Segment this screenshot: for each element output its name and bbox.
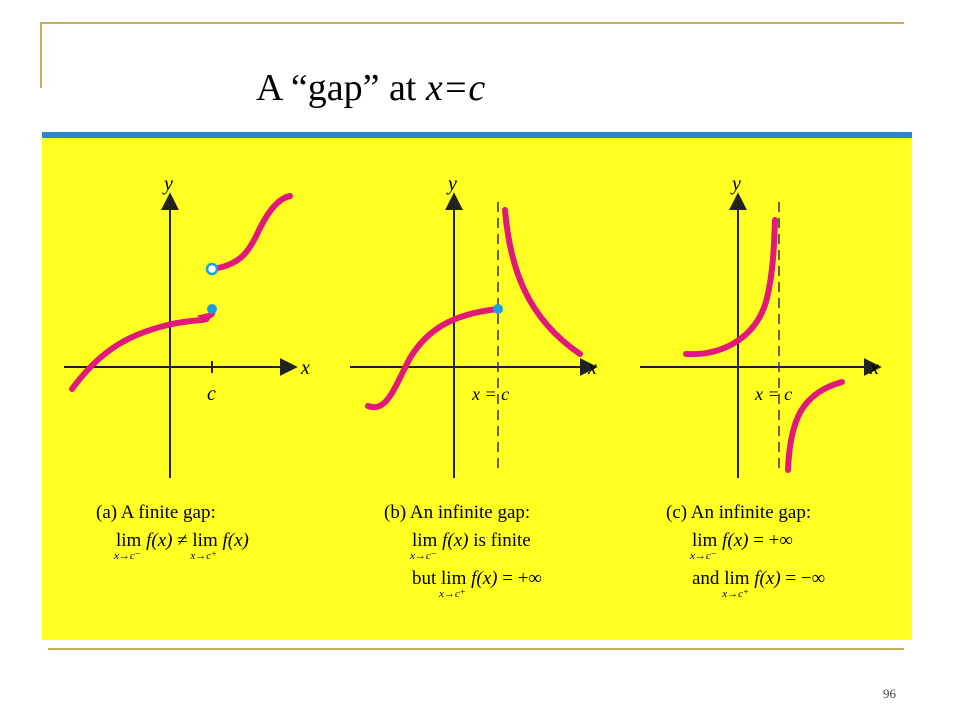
caption-c-right-value: = −∞ [785, 568, 826, 589]
caption-a-lim-left: lim x→c⁻ [114, 530, 142, 562]
caption-a-fx-right: f(x) [222, 530, 249, 551]
caption-c-left-value: = +∞ [753, 530, 793, 551]
graph-a-tick-label: c [207, 383, 216, 405]
caption-b-line1: (b) An infinite gap: [384, 502, 531, 523]
title-variable: x=c [425, 67, 486, 109]
graph-a-right-branch [215, 193, 293, 271]
caption-a-fx-left: f(x) [146, 530, 173, 551]
graph-b: x y x = c [350, 173, 598, 478]
caption-b-lim-right: lim x→c⁺ [439, 568, 467, 600]
title-prefix: A “gap” at [256, 67, 426, 109]
caption-b-right-sub: x→c⁺ [439, 588, 466, 600]
caption-a-left-sub: x→c⁻ [114, 550, 141, 562]
graph-a-open-point [205, 262, 219, 276]
caption-c-line2: lim x→c⁻ f(x) = +∞ [690, 530, 793, 562]
caption-c-lim-left: lim x→c⁻ [690, 530, 718, 562]
frame-line-left [40, 22, 42, 88]
caption-a-line2: lim x→c⁻ f(x) ≠ lim x→c⁺ f(x) [114, 530, 249, 562]
graph-b-left-branch [365, 306, 501, 411]
graph-b-x-label: x [587, 357, 597, 379]
graph-b-closed-point [493, 304, 503, 314]
graph-c-left-branch [683, 217, 778, 358]
caption-c-line3: and lim x→c⁺ f(x) = −∞ [692, 568, 826, 600]
graph-b-tick-label: x = c [471, 384, 509, 404]
gap-diagrams: x y c x y x = c x y x = c [64, 173, 882, 478]
caption-b-left-sub: x→c⁻ [410, 550, 437, 562]
figure-panel: x y c x y x = c x y x = c [42, 132, 912, 640]
caption-b-fx-left: f(x) [442, 530, 469, 551]
frame-line-top [40, 22, 904, 24]
caption-c-right-sub: x→c⁺ [722, 588, 749, 600]
graph-b-y-label: y [446, 173, 457, 195]
caption-c-line1: (c) An infinite gap: [666, 502, 812, 523]
caption-b-line2: lim x→c⁻ f(x) is finite [410, 530, 531, 562]
graph-c-right-branch [785, 379, 845, 473]
graph-a-y-label: y [162, 173, 173, 195]
page-number: 96 [883, 686, 896, 701]
caption-c-fx-right: f(x) [754, 568, 781, 589]
graph-c-x-label: x [869, 357, 879, 379]
graph-a-left-branch [69, 306, 216, 392]
graph-a: x y c [64, 173, 310, 478]
caption-a-lim-right: lim x→c⁺ [190, 530, 218, 562]
slide-title: A “gap” at x=c [256, 66, 485, 110]
caption-c-and: and [692, 568, 720, 589]
caption-a-line1: (a) A finite gap: [96, 502, 216, 523]
graph-b-right-branch [502, 207, 583, 357]
caption-b-fx-right: f(x) [471, 568, 498, 589]
frame-line-bottom [48, 648, 904, 650]
graph-c-y-label: y [730, 173, 741, 195]
caption-b-lim-left: lim x→c⁻ [410, 530, 438, 562]
caption-a-right-sub: x→c⁺ [190, 550, 217, 562]
caption-b-line3: but lim x→c⁺ f(x) = +∞ [412, 568, 542, 600]
graph-c: x y x = c [640, 173, 882, 478]
caption-b-finite: is finite [473, 530, 531, 551]
caption-c-left-sub: x→c⁻ [690, 550, 717, 562]
caption-b-right-value: = +∞ [502, 568, 542, 589]
caption-b-but: but [412, 568, 437, 589]
graph-a-x-label: x [300, 357, 310, 379]
caption-a-neq: ≠ [177, 530, 188, 551]
graph-a-closed-point [207, 304, 217, 314]
graph-c-tick-label: x = c [754, 384, 792, 404]
caption-c-lim-right: lim x→c⁺ [722, 568, 750, 600]
caption-c-fx-left: f(x) [722, 530, 749, 551]
